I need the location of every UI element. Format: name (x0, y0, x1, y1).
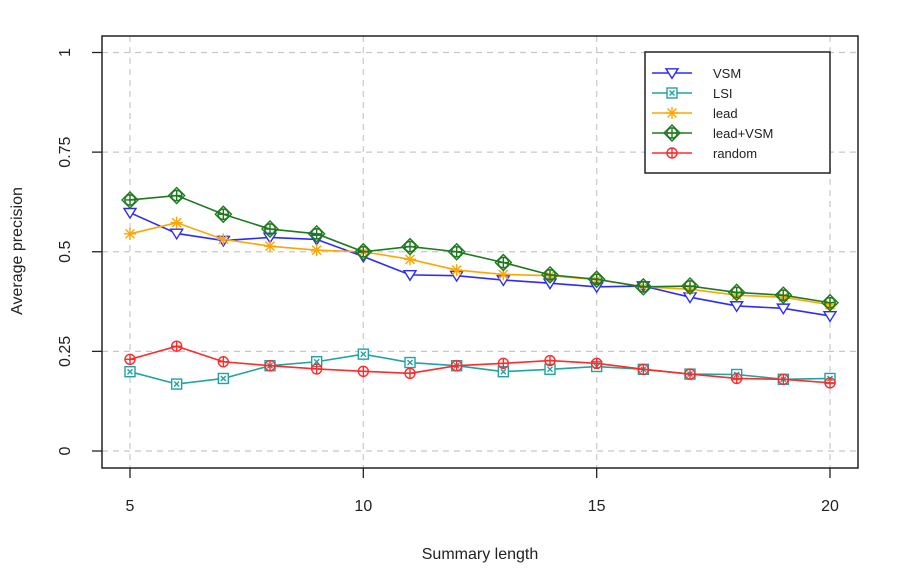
data-point-lead-vsm (541, 265, 559, 284)
legend-marker-icon (666, 147, 678, 159)
data-point-lead-vsm (167, 186, 186, 205)
series-line-lead (129, 221, 831, 306)
x-tick-label: 15 (588, 498, 606, 515)
series-line-lead-vsm (129, 194, 831, 304)
data-point-lsi (357, 348, 370, 360)
legend-label: LSI (713, 86, 733, 101)
data-point-vsm (122, 207, 138, 220)
series-lead-vsm (121, 186, 839, 312)
data-point-lead-vsm (634, 277, 653, 296)
data-point-lead-vsm (401, 237, 419, 256)
data-point-lead-vsm (354, 242, 373, 261)
data-point-lead-vsm (681, 277, 699, 296)
series-line-vsm (129, 211, 831, 317)
series-layer (121, 186, 839, 390)
legend-marker-icon (664, 68, 680, 80)
data-point-lead (264, 240, 276, 253)
x-tick-label: 10 (354, 498, 372, 515)
legend-marker-icon (666, 107, 678, 119)
data-point-random (217, 356, 230, 368)
data-point-vsm (729, 301, 744, 313)
data-point-lead-vsm (774, 286, 793, 305)
data-point-random (357, 365, 370, 377)
legend-item-lead-vsm: lead+VSM (652, 124, 773, 142)
data-point-lead-vsm (447, 242, 466, 261)
data-point-random (124, 353, 136, 366)
data-point-lsi (404, 356, 416, 369)
legend-item-lsi: LSI (652, 86, 733, 101)
data-point-random (730, 372, 743, 385)
legend-marker-icon (663, 124, 681, 142)
y-tick-label: 0.75 (57, 136, 74, 167)
data-point-lead-vsm (494, 253, 513, 272)
data-point-random (684, 368, 696, 380)
data-point-lead-vsm (821, 293, 839, 312)
series-vsm (122, 207, 838, 323)
data-point-random (264, 360, 276, 372)
data-point-random (824, 377, 836, 389)
data-point-lsi (124, 365, 136, 378)
data-point-lead (124, 227, 136, 240)
data-point-random (590, 357, 603, 370)
data-point-vsm (822, 311, 838, 323)
data-point-vsm (169, 228, 184, 241)
legend-item-random: random (652, 146, 757, 161)
x-axis: 5 10 15 20 (126, 468, 839, 515)
data-point-random (637, 363, 650, 376)
legend-label: random (713, 146, 757, 161)
data-point-random (497, 357, 510, 370)
data-point-random (450, 360, 463, 372)
series-random (124, 340, 836, 389)
y-tick-label: 1 (57, 48, 74, 57)
data-point-lead-vsm (261, 220, 279, 239)
data-point-lead-vsm (587, 270, 606, 289)
data-point-random (777, 373, 790, 385)
legend-label: lead+VSM (713, 126, 773, 141)
data-point-lead (170, 216, 183, 229)
x-tick-label: 20 (821, 498, 839, 515)
series-lead (124, 216, 836, 311)
data-point-random (404, 367, 416, 379)
legend-marker-icon (666, 87, 678, 99)
legend-item-lead: lead (652, 106, 738, 121)
y-tick-label: 0 (57, 446, 74, 455)
legend-label: lead (713, 106, 738, 121)
y-tick-label: 0.5 (57, 241, 74, 263)
data-point-lead-vsm (727, 283, 746, 302)
data-point-lead (450, 264, 463, 277)
legend-item-vsm: VSM (652, 66, 741, 81)
y-axis: 0 0.25 0.5 0.75 1 (57, 48, 102, 455)
x-tick-label: 5 (126, 498, 135, 515)
x-axis-title: Summary length (422, 546, 539, 563)
data-point-lead (310, 244, 323, 257)
data-point-lead-vsm (121, 190, 139, 209)
series-line-lsi (129, 353, 831, 385)
data-point-lsi (170, 378, 183, 390)
data-point-lead-vsm (214, 205, 233, 224)
series-lsi (124, 348, 836, 390)
data-point-random (310, 363, 323, 375)
data-point-lead (497, 268, 510, 281)
data-point-random (544, 354, 556, 367)
legend: VSM LSI lead lead+VSM random (644, 51, 831, 174)
data-point-vsm (402, 269, 418, 282)
y-axis-title: Average precision (9, 187, 26, 315)
data-point-lsi (217, 372, 230, 385)
y-tick-label: 0.25 (57, 336, 74, 367)
data-point-lead-vsm (307, 224, 326, 243)
data-point-random (170, 340, 183, 352)
legend-label: VSM (713, 66, 741, 81)
series-line-random (129, 345, 831, 384)
data-point-lead (217, 233, 230, 246)
